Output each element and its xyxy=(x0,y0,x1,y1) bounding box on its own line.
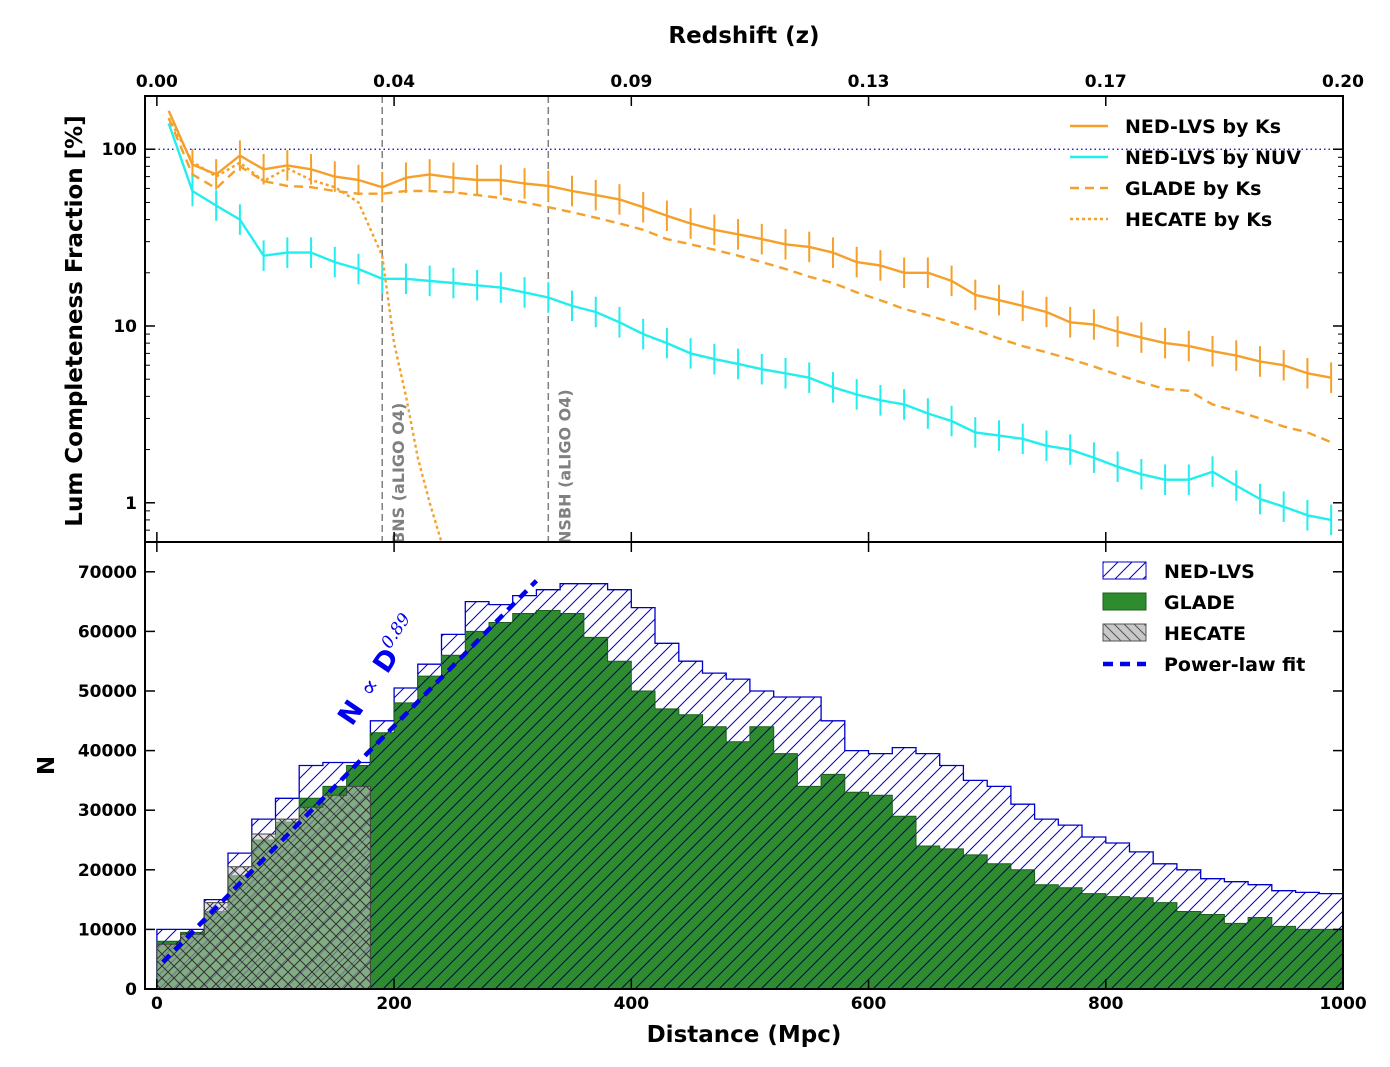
completeness-legend: NED-LVS by Ks NED-LVS by NUV GLADE by Ks HE… xyxy=(1070,116,1301,231)
histogram-legend: NED-LVS GLADE HECATE Power-law fit xyxy=(1102,561,1305,676)
legend-label: GLADE xyxy=(1164,592,1235,614)
y-tick-label: 60000 xyxy=(78,622,137,642)
redshift-tick-label: 0.20 xyxy=(1322,72,1364,92)
y-tick-label: 10000 xyxy=(78,920,137,940)
glade-histogram xyxy=(156,610,1343,989)
y-tick-label: 20000 xyxy=(78,861,137,881)
series-line xyxy=(167,123,1332,522)
legend-label: NED-LVS by Ks xyxy=(1125,116,1281,138)
histogram-panel: N∝D0.89010000200003000040000500006000070… xyxy=(34,541,1367,1048)
redshift-tick-label: 0.17 xyxy=(1085,72,1127,92)
x-tick-label: 200 xyxy=(376,994,412,1014)
completeness-axis-label: Lum Completeness Fraction [%] xyxy=(62,115,88,526)
redshift-tick-label: 0.09 xyxy=(610,72,652,92)
hecate-hatch xyxy=(156,786,371,989)
legend-label: HECATE xyxy=(1164,623,1246,645)
horizon-label: BNS (aLIGO O4) xyxy=(389,403,408,544)
bottom-frame xyxy=(144,541,1344,990)
power-law-fit-line xyxy=(161,579,539,964)
redshift-tick-label: 0.13 xyxy=(848,72,890,92)
y-tick-label: 0 xyxy=(125,980,137,1000)
x-tick-label: 0 xyxy=(151,994,163,1014)
y-tick-label: 1 xyxy=(125,494,137,514)
legend-label: GLADE by Ks xyxy=(1125,178,1261,200)
redshift-tick-label: 0.04 xyxy=(373,72,415,92)
series-line xyxy=(167,117,1332,444)
legend-label: HECATE by Ks xyxy=(1125,209,1272,231)
x-tick-label: 1000 xyxy=(1319,994,1366,1014)
legend-swatch xyxy=(1102,561,1147,580)
redshift-tick-label: 0.00 xyxy=(136,72,178,92)
legend-label: Power-law fit xyxy=(1164,654,1305,676)
x-tick-label: 600 xyxy=(851,994,887,1014)
legend-label: NED-LVS by NUV xyxy=(1125,147,1301,169)
y-tick-label: 40000 xyxy=(78,742,137,762)
y-tick-label: 100 xyxy=(102,140,138,160)
x-tick-label: 800 xyxy=(1088,994,1124,1014)
series-line xyxy=(167,117,443,542)
distance-axis-label: Distance (Mpc) xyxy=(647,1022,842,1048)
y-tick-label: 70000 xyxy=(78,563,137,583)
count-axis-label: N xyxy=(34,756,60,775)
y-tick-label: 30000 xyxy=(78,801,137,821)
legend-label: NED-LVS xyxy=(1164,561,1255,583)
series-line xyxy=(167,110,1332,379)
completeness-panel: BNS (aLIGO O4) NSBH (aLIGO O4) 1 10 100 0.00… xyxy=(62,23,1364,544)
legend-swatch xyxy=(1102,623,1147,642)
x-tick-label: 400 xyxy=(614,994,650,1014)
y-tick-label: 50000 xyxy=(78,682,137,702)
legend-swatch xyxy=(1102,592,1147,611)
y-tick-label: 10 xyxy=(113,317,137,337)
horizon-label: NSBH (aLIGO O4) xyxy=(555,389,574,544)
redshift-axis-label: Redshift (z) xyxy=(668,23,819,49)
